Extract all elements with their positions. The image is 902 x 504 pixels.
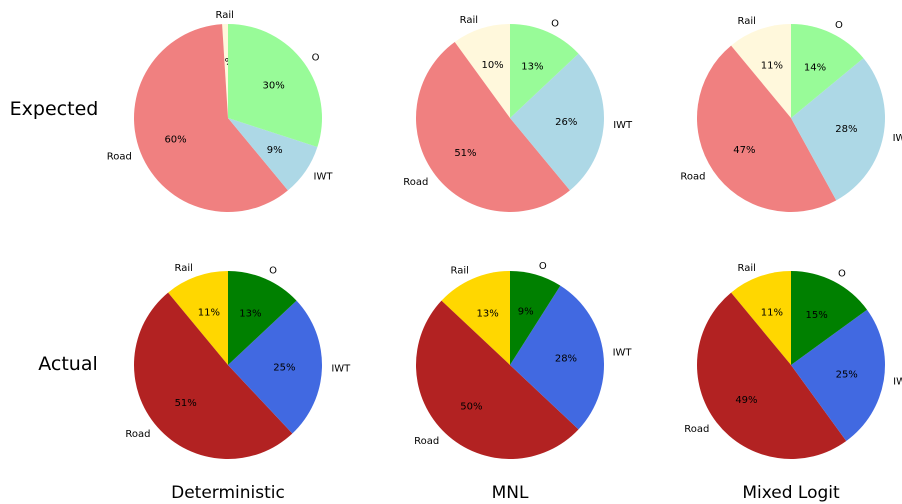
- row-label-actual: Actual: [38, 353, 98, 375]
- slice-iwt: [228, 300, 322, 434]
- category-label-iwt: IWT: [613, 120, 633, 131]
- slice-iwt: [510, 285, 604, 430]
- slice-rail: [731, 271, 791, 365]
- value-label-road: 60%: [164, 134, 186, 145]
- slice-iwt: [791, 309, 885, 442]
- slice-road: [415, 41, 570, 213]
- slice-o: [228, 271, 297, 365]
- category-label-road: Road: [125, 429, 150, 440]
- column-label-mixed-logit: Mixed Logit: [742, 483, 840, 503]
- category-label-rail: Rail: [738, 263, 756, 274]
- value-label-road: 51%: [454, 148, 476, 159]
- value-label-iwt: 28%: [835, 124, 857, 135]
- slice-rail: [222, 24, 228, 118]
- value-label-o: 30%: [263, 80, 285, 91]
- category-label-o: O: [539, 261, 547, 272]
- slice-rail: [168, 271, 228, 365]
- slice-rail: [454, 24, 510, 118]
- category-label-road: Road: [414, 436, 439, 447]
- value-label-road: 47%: [733, 145, 755, 156]
- value-label-o: 13%: [521, 62, 543, 73]
- category-label-o: O: [838, 268, 846, 279]
- pie-expected-mixed-logit: 11% Rail 47% Road 28% IWT 14% O: [680, 16, 902, 213]
- value-label-road: 51%: [175, 398, 197, 409]
- category-label-road: Road: [403, 177, 428, 188]
- value-label-o: 9%: [518, 306, 534, 317]
- category-label-o: O: [835, 20, 843, 31]
- pies-layer: 1% Rail 60% Road 9% IWT 30% O 10% Rail 51% Road 26% I…: [107, 10, 902, 460]
- slice-o: [510, 271, 561, 365]
- value-label-rail: 11%: [761, 60, 783, 71]
- row-label-expected: Expected: [10, 98, 99, 120]
- value-label-iwt: 28%: [555, 353, 577, 364]
- slice-iwt: [510, 53, 604, 191]
- slice-road: [697, 292, 847, 459]
- value-label-o: 14%: [804, 62, 826, 73]
- category-label-rail: Rail: [175, 263, 193, 274]
- slice-rail: [731, 24, 791, 118]
- category-label-rail: Rail: [460, 15, 478, 26]
- slice-iwt: [228, 118, 318, 191]
- slice-o: [791, 23, 864, 118]
- pie-expected-deterministic: 1% Rail 60% Road 9% IWT 30% O: [107, 10, 334, 213]
- slice-o: [791, 271, 868, 365]
- value-label-rail: 1%: [218, 57, 234, 68]
- category-label-o: O: [269, 266, 277, 277]
- value-label-iwt: 25%: [836, 369, 858, 380]
- slice-road: [133, 292, 293, 460]
- slice-iwt: [791, 58, 885, 201]
- slice-road: [133, 24, 288, 213]
- pie-actual-deterministic: 11% Rail 51% Road 25% IWT 13% O: [125, 263, 351, 460]
- pie-actual-mixed-logit: 11% Rail 49% Road 25% IWT 15% O: [684, 263, 902, 459]
- category-label-iwt: IWT: [893, 377, 902, 388]
- value-label-road: 50%: [460, 402, 482, 413]
- pie-expected-mnl: 10% Rail 51% Road 26% IWT 13% O: [403, 15, 633, 213]
- value-label-rail: 10%: [481, 60, 503, 71]
- value-label-o: 13%: [239, 309, 261, 320]
- category-label-iwt: IWT: [893, 133, 902, 144]
- value-label-rail: 11%: [761, 307, 783, 318]
- value-label-o: 15%: [805, 310, 827, 321]
- value-label-iwt: 26%: [555, 117, 577, 128]
- category-label-iwt: IWT: [314, 172, 334, 183]
- category-label-iwt: IWT: [613, 348, 633, 359]
- category-label-o: O: [551, 19, 559, 30]
- value-label-road: 49%: [735, 395, 757, 406]
- column-label-mnl: MNL: [492, 483, 529, 503]
- value-label-rail: 13%: [476, 309, 498, 320]
- category-label-road: Road: [107, 152, 132, 163]
- slice-o: [228, 24, 322, 148]
- category-label-road: Road: [680, 172, 705, 183]
- column-label-deterministic: Deterministic: [171, 483, 285, 503]
- category-label-o: O: [312, 53, 320, 64]
- value-label-iwt: 9%: [267, 145, 283, 156]
- slice-o: [510, 24, 579, 118]
- category-label-rail: Rail: [451, 266, 469, 277]
- slice-road: [696, 45, 837, 213]
- slice-road: [416, 300, 579, 459]
- value-label-iwt: 25%: [273, 362, 295, 373]
- pie-actual-mnl: 13% Rail 50% Road 28% IWT 9% O: [414, 261, 632, 459]
- value-label-rail: 11%: [198, 307, 220, 318]
- category-label-road: Road: [684, 424, 709, 435]
- category-label-rail: Rail: [738, 16, 756, 27]
- slice-rail: [441, 271, 510, 365]
- category-label-rail: Rail: [216, 10, 234, 21]
- category-label-iwt: IWT: [331, 364, 351, 375]
